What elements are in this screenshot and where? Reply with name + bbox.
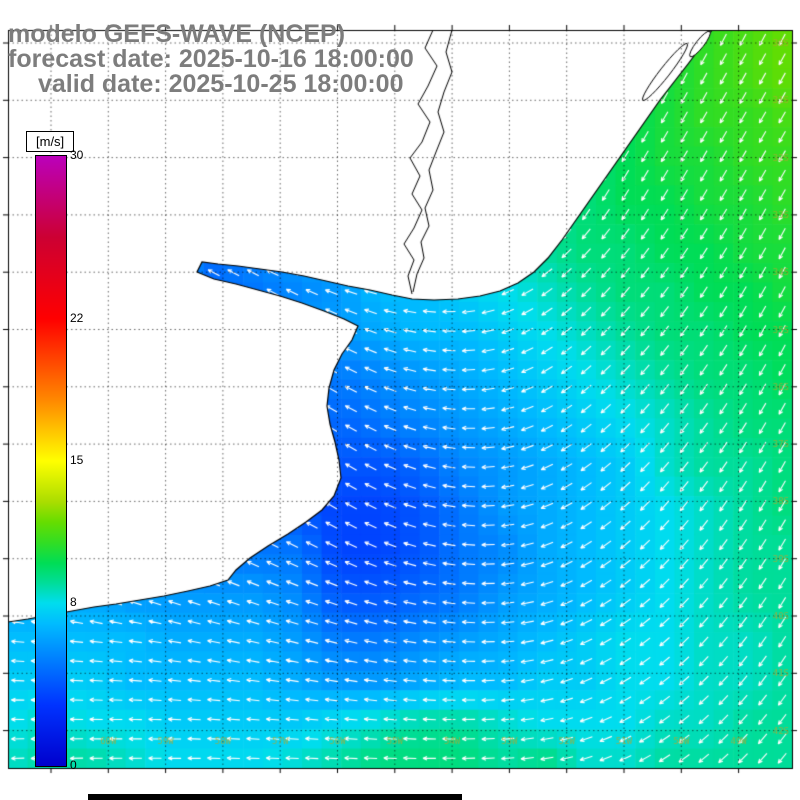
- colorbar-units-label: [m/s]: [26, 131, 75, 152]
- colorbar-tick-label: 22: [70, 310, 84, 325]
- bottom-bar: [88, 794, 462, 800]
- colorbar-tick-label: 30: [70, 148, 84, 162]
- model-title: modelo GEFS-WAVE (NCEP): [8, 20, 346, 48]
- header: modelo GEFS-WAVE (NCEP) forecast date: 2…: [8, 22, 414, 97]
- valid-date: valid date: 2025-10-25 18:00:00: [38, 70, 404, 98]
- colorbar-tick-label: 15: [70, 453, 84, 467]
- colorbar-tick-label: 0: [70, 758, 77, 772]
- forecast-date: forecast date: 2025-10-16 18:00:00: [8, 45, 414, 73]
- colorbar-gradient: [35, 155, 67, 767]
- colorbar-tick-label: 8: [70, 595, 77, 610]
